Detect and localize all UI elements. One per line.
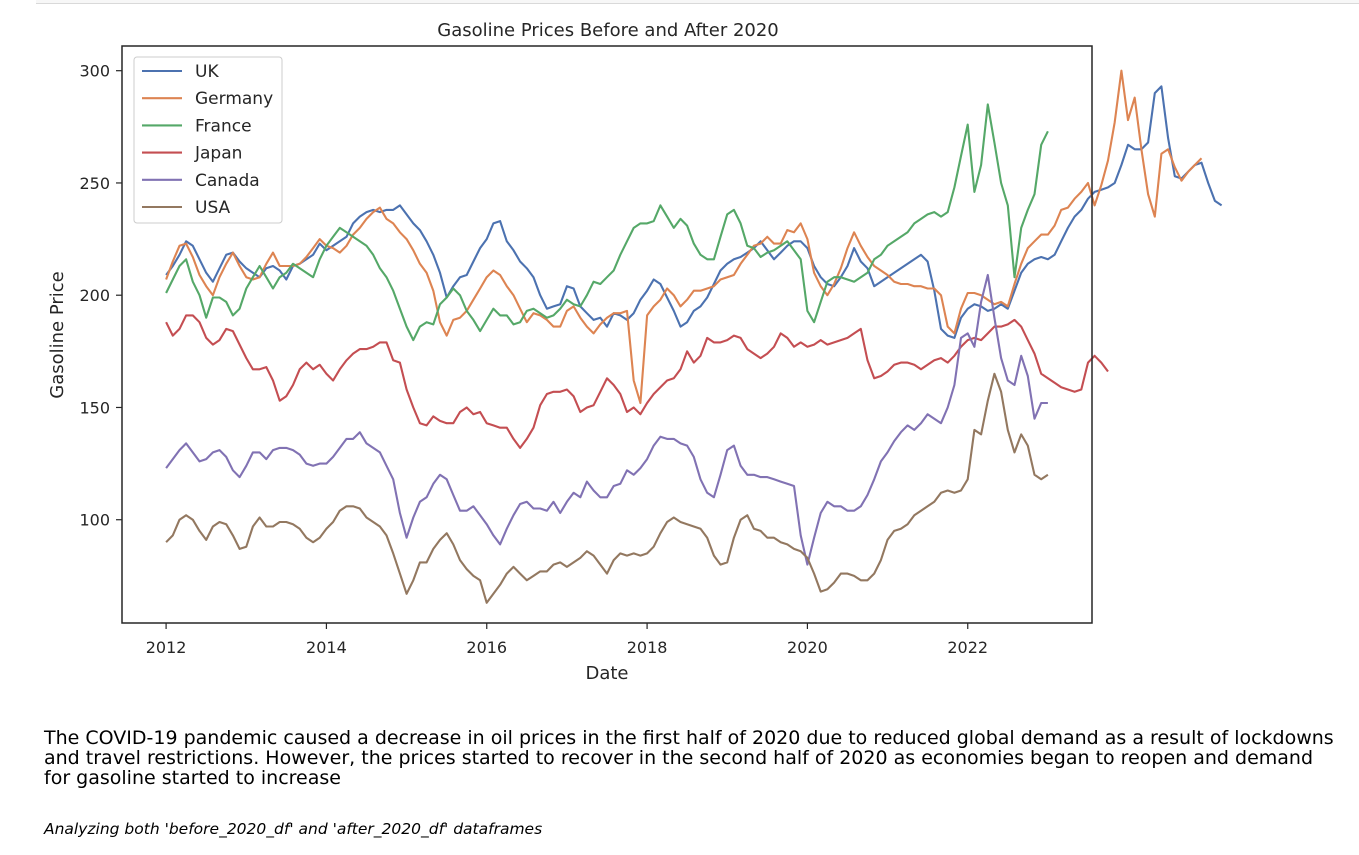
y-tick-label: 100 (79, 511, 110, 530)
legend: UK Germany France Japan Canada USA (133, 56, 283, 224)
series-line-germany (165, 69, 1203, 405)
series-line-france (165, 103, 1049, 342)
series-line-usa (165, 372, 1049, 604)
y-tick-label: 150 (79, 398, 110, 417)
notebook-cell-border (36, 0, 1359, 4)
legend-label-usa: USA (195, 198, 231, 218)
markdown-italic-note: Analyzing both 'before_2020_df' and 'aft… (44, 820, 543, 838)
x-tick-label: 2018 (627, 638, 668, 657)
legend-label-france: France (195, 116, 252, 136)
x-tick-label: 2022 (947, 638, 988, 657)
line-chart: Gasoline Prices Before and After 2020 20… (47, 20, 1223, 684)
markdown-paragraph: The COVID-19 pandemic caused a decrease … (44, 727, 1334, 789)
series-line-canada (165, 273, 1048, 566)
y-tick-label: 300 (79, 62, 110, 81)
y-axis-label: Gasoline Price (47, 271, 68, 399)
x-tick-label: 2020 (787, 638, 828, 657)
y-tick-label: 200 (79, 286, 110, 305)
axis-ticks: 2012 2014 2016 2018 2020 2022 100 150 200 250 300 (79, 62, 988, 657)
x-tick-label: 2016 (466, 638, 507, 657)
legend-label-canada: Canada (195, 171, 260, 191)
y-tick-label: 250 (79, 174, 110, 193)
legend-label-uk: UK (195, 62, 219, 82)
series-line-uk (165, 85, 1223, 339)
x-tick-label: 2014 (306, 638, 347, 657)
chart-title: Gasoline Prices Before and After 2020 (437, 20, 779, 41)
legend-label-germany: Germany (195, 89, 273, 109)
legend-label-japan: Japan (194, 144, 242, 164)
x-axis-label: Date (585, 663, 628, 684)
series-line-japan (165, 314, 1109, 449)
x-tick-label: 2012 (146, 638, 187, 657)
plot-lines (165, 69, 1223, 604)
plot-frame (121, 45, 1093, 624)
